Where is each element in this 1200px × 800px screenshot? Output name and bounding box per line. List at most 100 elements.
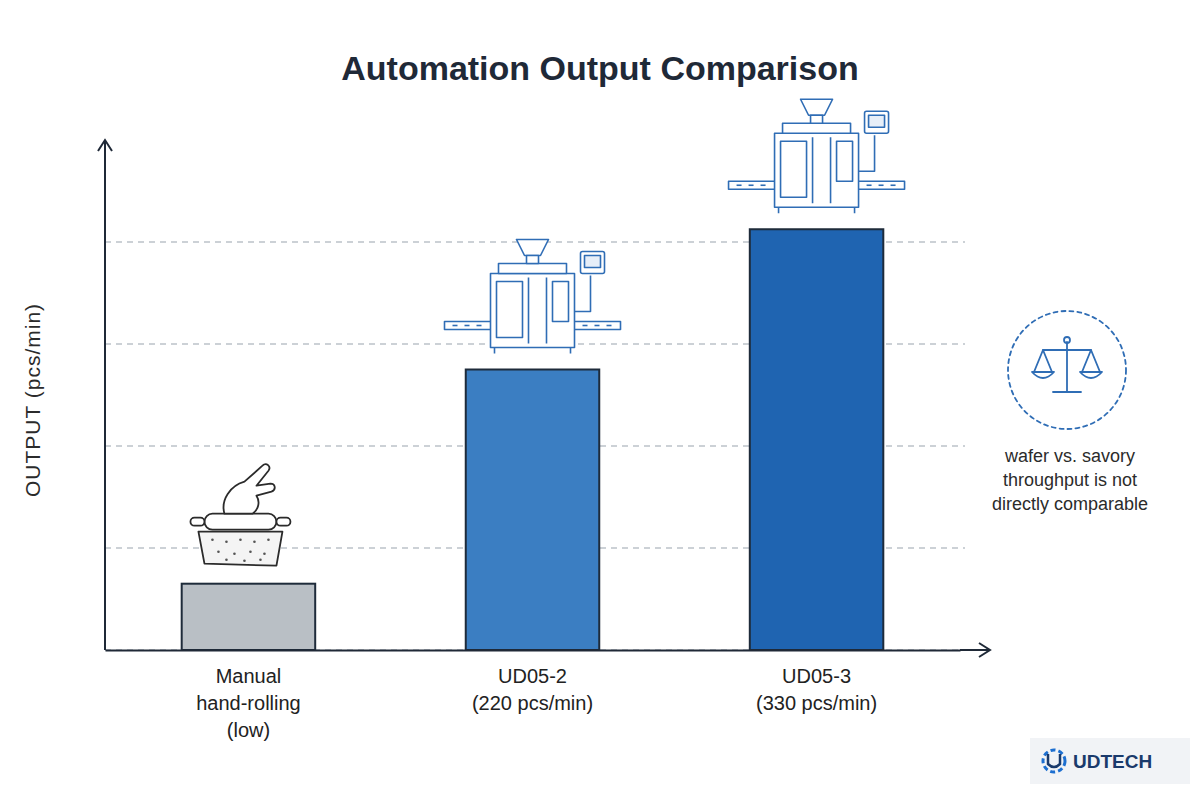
logo-text: UDTECH xyxy=(1073,751,1152,772)
conveyor-slat xyxy=(867,184,872,186)
bar xyxy=(750,229,884,650)
machine-door xyxy=(497,282,523,338)
balance-base xyxy=(1053,391,1081,393)
conveyor xyxy=(445,322,493,330)
balance-pan xyxy=(1080,350,1102,378)
balance-circle xyxy=(1008,311,1126,429)
chart-svg: Automation Output ComparisonManualhand-r… xyxy=(0,0,1200,800)
x-tick-label-line: hand-rolling xyxy=(196,692,301,714)
machine-upper xyxy=(499,264,567,274)
x-tick-label-line: (330 pcs/min) xyxy=(756,692,877,714)
conveyor-slat xyxy=(477,325,482,327)
panel-arm xyxy=(859,135,875,171)
machine-upper xyxy=(783,123,851,133)
x-tick-label: UD05-2 (220 pcs/min) xyxy=(472,665,593,714)
dough-dot xyxy=(259,558,262,561)
dough-dot xyxy=(239,538,242,541)
annotation-line: throughput is not xyxy=(1003,470,1137,490)
machine-divider xyxy=(528,278,530,344)
x-tick-label-line: Manual xyxy=(216,665,282,687)
dough-dot xyxy=(225,540,228,543)
x-axis-arrow xyxy=(960,643,990,657)
control-screen xyxy=(869,115,885,127)
control-panel xyxy=(865,111,889,133)
background xyxy=(0,0,1200,800)
dough-dot xyxy=(233,552,236,555)
conveyor xyxy=(729,181,777,189)
x-tick: UD05-3 (330 pcs/min) xyxy=(756,650,877,714)
x-tick-label-line: (220 pcs/min) xyxy=(472,692,593,714)
x-axis-line xyxy=(106,650,961,652)
bar xyxy=(182,584,316,650)
panel-arm xyxy=(575,276,591,312)
machine-icon xyxy=(729,99,905,213)
conveyor-slat xyxy=(879,184,884,186)
conveyor xyxy=(573,322,621,330)
logo-gear xyxy=(1043,750,1065,772)
balance-beam xyxy=(1043,349,1091,351)
machine-door xyxy=(837,141,853,181)
logo-u xyxy=(1048,754,1060,767)
conveyor-slat xyxy=(607,325,612,327)
annotation: wafer vs. savory throughput is not directl… xyxy=(992,446,1148,514)
dough-dot xyxy=(225,558,228,561)
hopper-neck xyxy=(527,256,539,264)
dough-dot xyxy=(263,552,266,555)
x-tick-label-line: UD05-2 xyxy=(498,665,567,687)
hopper xyxy=(801,99,833,115)
balance-knob xyxy=(1064,337,1070,343)
x-tick-label: Manual hand-rolling (low) xyxy=(196,665,301,741)
machine-body xyxy=(775,133,859,207)
machine-body xyxy=(491,274,575,348)
machine-icon xyxy=(445,240,621,354)
machine-leg xyxy=(854,207,856,213)
x-tick: Manual hand-rolling (low) xyxy=(196,650,301,741)
conveyor-slat xyxy=(737,184,742,186)
dough-dot xyxy=(243,559,246,562)
conveyor-slat xyxy=(891,184,896,186)
control-panel xyxy=(581,252,605,274)
y-axis-arrow xyxy=(98,140,112,151)
machine-leg xyxy=(778,207,780,213)
machine-divider xyxy=(812,137,814,203)
logo-box xyxy=(1030,738,1190,784)
logo: UDTECH xyxy=(1030,738,1190,784)
annotation-line: wafer vs. savory xyxy=(1004,446,1135,466)
x-axis: Manual hand-rolling (low) UD05-2 (220 pcs/mi… xyxy=(106,650,961,741)
y-axis-title: OUTPUT (pcs/min) xyxy=(21,303,44,497)
x-tick-label: UD05-3 (330 pcs/min) xyxy=(756,665,877,714)
rolling-pin xyxy=(204,514,276,530)
rolling-pin-handle xyxy=(276,518,290,526)
bar xyxy=(466,370,600,651)
machine-divider xyxy=(546,278,548,344)
hopper xyxy=(517,240,549,256)
dough-dot xyxy=(217,550,220,553)
balance-icon xyxy=(1008,311,1126,429)
conveyor-slat xyxy=(749,184,754,186)
x-tick: UD05-2 (220 pcs/min) xyxy=(472,650,593,714)
conveyor-slat xyxy=(761,184,766,186)
dough xyxy=(198,532,282,566)
dough-dot xyxy=(253,540,256,543)
y-axis-line xyxy=(104,140,106,650)
hand-rolling-icon xyxy=(190,464,290,565)
grid-line xyxy=(105,649,965,650)
icons xyxy=(190,99,904,565)
machine-door xyxy=(781,141,807,197)
rolling-pin-handle xyxy=(190,518,204,526)
hand xyxy=(224,464,275,513)
x-tick-label-line: (low) xyxy=(227,719,270,741)
x-tick-label-line: UD05-3 xyxy=(782,665,851,687)
conveyor-slat xyxy=(595,325,600,327)
machine-leg xyxy=(570,348,572,354)
hopper-neck xyxy=(811,115,823,123)
dough-dot xyxy=(249,550,252,553)
annotation-line: directly comparable xyxy=(992,494,1148,514)
y-axis xyxy=(98,140,112,650)
balance-pan xyxy=(1032,350,1054,378)
dough-dot xyxy=(211,538,214,541)
machine-door xyxy=(553,282,569,322)
control-screen xyxy=(585,256,601,268)
bars xyxy=(182,229,884,650)
machine-leg xyxy=(494,348,496,354)
